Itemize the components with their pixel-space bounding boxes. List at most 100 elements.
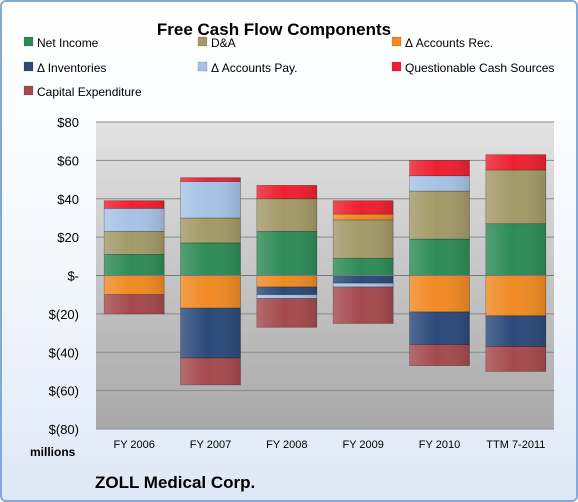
y-tick-label: $20 [57, 230, 79, 245]
bar-segment-capital-expenditure [180, 357, 241, 386]
bar-segment-net-income [332, 257, 394, 276]
bar-segment-delta-inventories [409, 311, 470, 345]
bar-sheen [256, 275, 317, 288]
bar-segment-delta-accounts-rec [409, 275, 470, 313]
bar-sheen [104, 275, 165, 295]
bar-sheen [409, 160, 470, 176]
legend-label-delta-accounts-rec: Δ Accounts Rec. [405, 36, 493, 50]
bar-segment-capital-expenditure [256, 298, 318, 328]
bar-sheen [485, 275, 546, 316]
bar-segment-net-income [409, 238, 470, 276]
bar-sheen [333, 200, 394, 215]
bar-segment-danda [409, 190, 470, 240]
bar-segment-net-income [485, 223, 547, 276]
bar-segment-questionable-cash-sources [180, 177, 241, 182]
y-tick-label: $(80) [49, 422, 79, 437]
legend-label-capital-expenditure: Capital Expenditure [37, 85, 142, 99]
bar-sheen [104, 208, 165, 232]
chart-title: Free Cash Flow Components [157, 20, 391, 39]
legend-swatch-net-income [23, 36, 34, 47]
legend-item-capital-expenditure: Capital Expenditure [23, 85, 142, 99]
bar-sheen [485, 154, 546, 170]
bar-sheen [409, 311, 470, 345]
bar-segment-delta-accounts-pay [409, 175, 470, 192]
bar-segment-capital-expenditure [332, 286, 394, 324]
legend-item-delta-accounts-pay: Δ Accounts Pay. [197, 61, 298, 75]
bar-segment-questionable-cash-sources [103, 200, 165, 209]
bar-sheen [256, 231, 317, 276]
bar-segment-danda [485, 169, 547, 225]
x-tick-label-fy-2007: FY 2007 [190, 439, 231, 451]
bar-segment-delta-accounts-pay [256, 294, 318, 299]
bar-segment-delta-accounts-pay [180, 181, 241, 219]
y-tick-label: $60 [57, 153, 79, 168]
bar-segment-questionable-cash-sources [332, 200, 394, 215]
bar-sheen [409, 175, 470, 192]
bar-sheen [409, 344, 470, 366]
legend-swatch-capital-expenditure [23, 85, 34, 96]
legend-swatch-delta-accounts-pay [197, 61, 208, 72]
bar-sheen [333, 258, 394, 276]
bar-sheen [180, 242, 241, 276]
y-tick-label: $- [67, 269, 79, 284]
bar-sheen [256, 298, 317, 328]
bar-segment-delta-inventories [485, 315, 547, 347]
legend-item-danda: D&A [197, 36, 236, 50]
bar-sheen [256, 294, 317, 299]
bar-sheen [180, 217, 241, 243]
bar-segment-delta-accounts-pay [332, 282, 394, 288]
legend-item-delta-inventories: Δ Inventories [23, 61, 106, 75]
bar-segment-delta-accounts-pay [103, 207, 165, 232]
bar-segment-delta-accounts-rec [485, 275, 547, 317]
x-tick-label-fy-2010: FY 2010 [419, 439, 460, 451]
bar-sheen [485, 315, 546, 347]
bar-sheen [180, 358, 241, 385]
bar-sheen [333, 219, 394, 259]
legend-item-delta-accounts-rec: Δ Accounts Rec. [391, 36, 493, 50]
legend-item-net-income: Net Income [23, 36, 99, 50]
bar-sheen [333, 287, 394, 324]
bar-sheen [256, 287, 317, 295]
legend-swatch-questionable-cash-sources [391, 61, 402, 72]
bar-segment-capital-expenditure [409, 344, 470, 367]
bar-sheen [333, 214, 394, 220]
x-tick-label-fy-2006: FY 2006 [113, 439, 154, 451]
bar-segment-questionable-cash-sources [485, 154, 547, 171]
y-tick-label: $(40) [49, 345, 79, 360]
legend: Net Income D&A Δ Accounts Rec. Δ Inventorie… [23, 36, 554, 99]
bar-segment-danda [180, 217, 241, 244]
bar-sheen [180, 177, 241, 182]
bar-segment-delta-accounts-rec [180, 275, 241, 309]
bar-segment-danda [332, 219, 394, 259]
bar-sheen [409, 191, 470, 240]
legend-label-net-income: Net Income [37, 36, 99, 50]
x-tick-label-ttm-7-2011: TTM 7-2011 [486, 439, 545, 451]
bar-segment-capital-expenditure [103, 294, 165, 315]
bar-sheen [104, 231, 165, 255]
bar-segment-danda [256, 198, 318, 232]
bar-segment-capital-expenditure [485, 346, 547, 372]
bar-segment-net-income [256, 231, 318, 276]
legend-label-questionable-cash-sources: Questionable Cash Sources [405, 61, 554, 75]
bar-sheen [180, 275, 241, 309]
legend-swatch-delta-accounts-rec [391, 36, 402, 47]
bar-sheen [180, 181, 241, 218]
bar-segment-danda [103, 231, 165, 255]
x-tick-label-fy-2009: FY 2009 [342, 439, 383, 451]
bar-sheen [256, 198, 317, 232]
bar-segment-delta-inventories [180, 307, 241, 359]
bar-sheen [104, 294, 165, 314]
bar-segment-delta-accounts-rec [332, 213, 394, 221]
bar-segment-delta-accounts-rec [256, 275, 318, 288]
legend-label-delta-inventories: Δ Inventories [37, 61, 106, 75]
legend-item-questionable-cash-sources: Questionable Cash Sources [391, 61, 554, 75]
bar-sheen [485, 169, 546, 224]
y-tick-label: $80 [57, 115, 79, 130]
bar-segment-delta-accounts-rec [103, 275, 165, 296]
bar-segment-net-income [180, 242, 241, 276]
legend-label-delta-accounts-pay: Δ Accounts Pay. [211, 61, 298, 75]
bar-segment-delta-inventories [256, 286, 318, 296]
legend-swatch-delta-inventories [23, 61, 34, 72]
